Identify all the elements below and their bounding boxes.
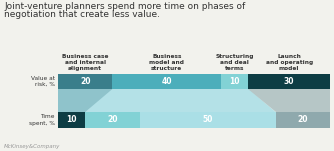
Text: Launch
and operating
model: Launch and operating model [266,54,313,71]
Text: Value at
risk, %: Value at risk, % [31,76,55,87]
Text: 20: 20 [298,116,308,125]
Text: 20: 20 [80,77,91,86]
FancyBboxPatch shape [113,74,221,89]
Text: 40: 40 [162,77,172,86]
Text: 30: 30 [284,77,295,86]
Polygon shape [58,89,276,112]
FancyBboxPatch shape [58,112,85,128]
Text: negotiation that create less value.: negotiation that create less value. [4,10,160,19]
FancyBboxPatch shape [85,112,140,128]
FancyBboxPatch shape [248,74,330,89]
Text: 10: 10 [229,77,240,86]
FancyBboxPatch shape [276,112,330,128]
Text: Business case
and internal
alignment: Business case and internal alignment [62,54,109,71]
Polygon shape [58,89,113,112]
Text: McKinsey&Company: McKinsey&Company [4,144,60,149]
Text: Structuring
and deal
terms: Structuring and deal terms [215,54,254,71]
Text: 20: 20 [107,116,118,125]
Text: Time
spent, %: Time spent, % [29,114,55,126]
Text: 50: 50 [202,116,213,125]
FancyBboxPatch shape [221,74,248,89]
Text: 10: 10 [66,116,77,125]
FancyBboxPatch shape [58,74,113,89]
Polygon shape [248,89,330,112]
Text: Business
model and
structure: Business model and structure [149,54,184,71]
Text: Joint-venture planners spend more time on phases of: Joint-venture planners spend more time o… [4,2,245,11]
FancyBboxPatch shape [140,112,276,128]
